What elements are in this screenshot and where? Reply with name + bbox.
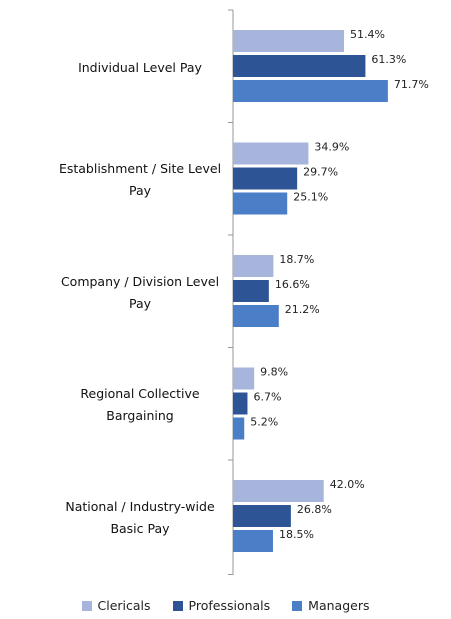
legend-swatch bbox=[81, 600, 92, 611]
data-label: 29.7% bbox=[303, 166, 338, 179]
bar bbox=[233, 305, 279, 327]
legend-swatch bbox=[172, 600, 183, 611]
bar bbox=[233, 80, 388, 102]
category-label: National / Industry-wide Basic Pay bbox=[65, 498, 215, 536]
legend-swatch bbox=[292, 600, 303, 611]
category-label: Individual Level Pay bbox=[78, 59, 202, 75]
data-label: 16.6% bbox=[275, 278, 310, 291]
bar bbox=[233, 192, 288, 215]
category-label: Establishment / Site Level Pay bbox=[58, 161, 222, 198]
legend-label: Clericals bbox=[97, 598, 151, 613]
data-label: 26.8% bbox=[297, 503, 332, 516]
data-label: 51.4% bbox=[350, 28, 385, 41]
legend-label: Managers bbox=[308, 598, 370, 613]
data-label: 42.0% bbox=[330, 478, 365, 491]
legend-label: Professionals bbox=[188, 598, 271, 613]
data-label: 5.2% bbox=[250, 416, 278, 429]
legend-item: Clericals bbox=[81, 598, 151, 613]
data-label: 34.9% bbox=[314, 141, 349, 154]
bar bbox=[233, 417, 245, 440]
legend: Clericals Professionals Managers bbox=[0, 598, 451, 613]
data-label: 18.5% bbox=[279, 528, 314, 541]
data-label: 9.8% bbox=[260, 366, 288, 379]
bar bbox=[233, 505, 291, 527]
bar bbox=[233, 367, 255, 390]
legend-item: Managers bbox=[292, 598, 369, 613]
data-label: 71.7% bbox=[394, 78, 429, 91]
bar bbox=[233, 167, 298, 190]
category-label: Company / Division Level Pay bbox=[60, 273, 220, 311]
bar bbox=[233, 530, 273, 552]
data-label: 25.1% bbox=[293, 191, 328, 204]
bar bbox=[233, 55, 366, 77]
bar bbox=[233, 30, 345, 52]
bar bbox=[233, 480, 324, 502]
bar bbox=[233, 142, 309, 165]
legend-item: Professionals bbox=[172, 598, 271, 613]
bar bbox=[233, 280, 269, 302]
data-label: 6.7% bbox=[253, 391, 281, 404]
category-label: Regional Collective Bargaining bbox=[80, 386, 200, 423]
bar bbox=[233, 392, 248, 415]
data-label: 18.7% bbox=[279, 253, 314, 266]
bar bbox=[233, 255, 274, 277]
data-label: 21.2% bbox=[285, 303, 320, 316]
data-label: 61.3% bbox=[371, 53, 406, 66]
